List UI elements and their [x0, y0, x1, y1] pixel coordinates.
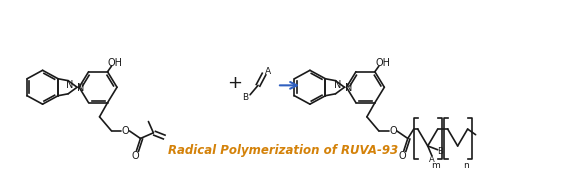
Text: O: O — [132, 151, 139, 161]
Text: A: A — [265, 67, 271, 76]
Text: OH: OH — [375, 58, 390, 68]
Text: O: O — [389, 126, 397, 136]
Text: m: m — [431, 161, 440, 170]
Text: A: A — [429, 155, 434, 164]
Text: O: O — [121, 126, 129, 136]
Text: N: N — [334, 80, 341, 90]
Text: +: + — [228, 74, 242, 92]
Text: n: n — [463, 161, 468, 170]
Text: N: N — [77, 83, 85, 93]
Text: Radical Polymerization of RUVA-93: Radical Polymerization of RUVA-93 — [168, 144, 398, 157]
Text: N: N — [67, 80, 74, 90]
Text: B: B — [437, 147, 442, 156]
Text: OH: OH — [108, 58, 123, 68]
Text: B: B — [242, 93, 248, 102]
Text: N: N — [345, 83, 352, 93]
Text: O: O — [399, 151, 407, 161]
